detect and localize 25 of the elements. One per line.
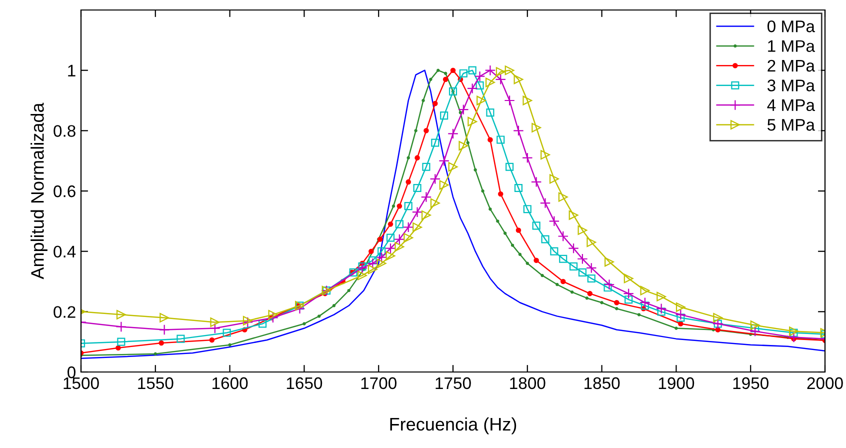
x-tick-label: 1550 <box>138 377 174 390</box>
legend-label: 2 MPa <box>768 60 815 72</box>
x-tick-label: 1650 <box>286 377 322 390</box>
x-tick-label: 1500 <box>64 377 99 390</box>
legend-label: 3 MPa <box>767 80 815 92</box>
y-tick-label: 0.2 <box>54 306 76 318</box>
x-tick-label: 1750 <box>436 377 471 390</box>
y-tick-label: 0.8 <box>54 125 76 137</box>
x-tick-label: 2000 <box>807 377 843 390</box>
y-tick-label: 0 <box>68 366 76 378</box>
y-axis-title: Amplitud Normalizada <box>30 102 48 280</box>
x-tick-label: 1850 <box>584 377 620 390</box>
x-axis-title: Frecuencia (Hz) <box>390 417 516 434</box>
x-tick-label: 1950 <box>733 377 768 390</box>
legend-label: 5 MPa <box>768 119 815 131</box>
legend-label: 4 MPa <box>767 99 815 112</box>
x-tick-label: 1800 <box>510 377 546 390</box>
x-tick-label: 1600 <box>212 377 248 390</box>
y-tick-label: 1 <box>68 64 76 76</box>
y-tick-label: 0.6 <box>54 185 76 198</box>
x-tick-label: 1900 <box>658 377 694 390</box>
y-tick-label: 0.4 <box>54 246 76 258</box>
x-tick-label: 1700 <box>361 377 396 390</box>
legend-label: 1 MPa <box>768 40 815 52</box>
legend-label: 0 MPa <box>767 20 815 32</box>
